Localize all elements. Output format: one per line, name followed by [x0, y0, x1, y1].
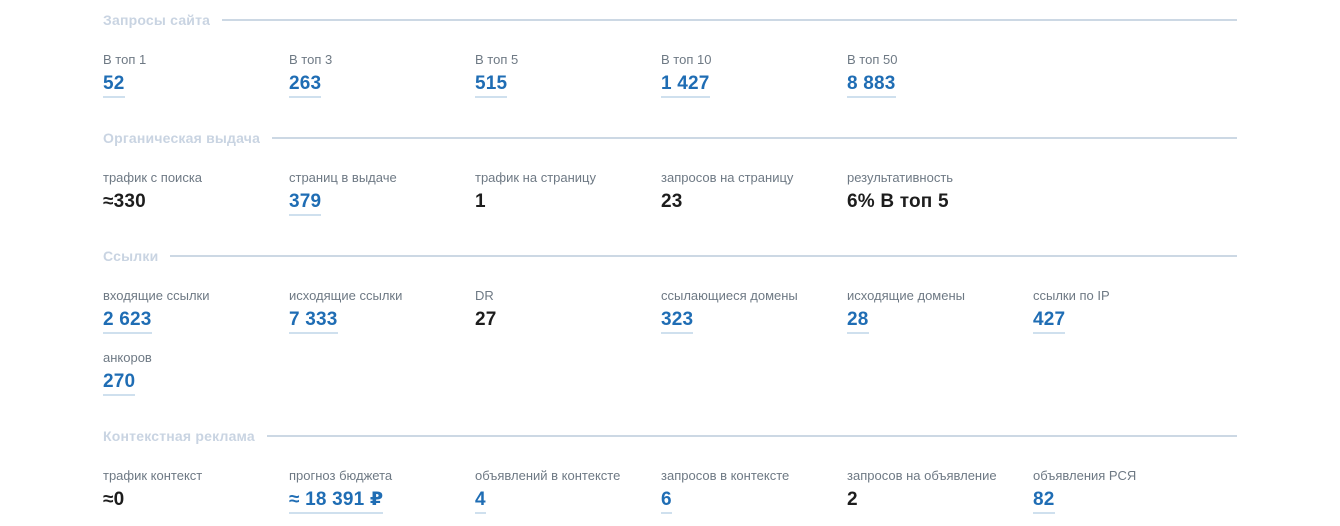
metric-cell: объявления РСЯ 82 — [1033, 468, 1219, 514]
metrics-row: В топ 1 52 В топ 3 263 В топ 5 515 В топ 10 1 4… — [103, 52, 1237, 98]
metric-cell: В топ 3 263 — [289, 52, 475, 98]
section-header: Органическая выдача — [103, 130, 1237, 146]
metric-value-link[interactable]: 6 — [661, 489, 672, 514]
metric-value-link[interactable]: 263 — [289, 73, 322, 98]
metric-value: 2 — [847, 489, 858, 510]
metric-cell: ссылки по IP 427 — [1033, 288, 1219, 334]
metric-label: В топ 50 — [847, 52, 898, 67]
metric-cell: В топ 50 8 883 — [847, 52, 1033, 98]
metric-value: 6% В топ 5 — [847, 191, 949, 212]
metric-value: ≈330 — [103, 191, 146, 212]
metric-cell: объявлений в контексте 4 — [475, 468, 661, 514]
metrics-row: трафик контекст ≈0 прогноз бюджета ≈ 18 391… — [103, 468, 1237, 514]
metric-label: объявления РСЯ — [1033, 468, 1137, 483]
metric-label: входящие ссылки — [103, 288, 210, 303]
metric-value-link[interactable]: 379 — [289, 191, 322, 216]
metric-sections: Запросы сайта В топ 1 52 В топ 3 263 В топ 5 5… — [103, 12, 1237, 514]
metric-cell: В топ 5 515 — [475, 52, 661, 98]
metric-label: исходящие домены — [847, 288, 965, 303]
metric-cell: исходящие ссылки 7 333 — [289, 288, 475, 334]
metric-value-link[interactable]: 4 — [475, 489, 486, 514]
metric-label: трафик на страницу — [475, 170, 596, 185]
metric-cell: трафик на страницу 1 — [475, 170, 661, 216]
section-organic-results: Органическая выдача трафик с поиска ≈330 ст… — [103, 130, 1237, 216]
metric-label: В топ 3 — [289, 52, 333, 67]
section-divider-line — [170, 255, 1237, 257]
metric-label: запросов в контексте — [661, 468, 790, 483]
metrics-row: входящие ссылки 2 623 исходящие ссылки 7 33… — [103, 288, 1237, 334]
metric-cell: исходящие домены 28 — [847, 288, 1033, 334]
metric-cell: прогноз бюджета ≈ 18 391 ₽ — [289, 468, 475, 514]
metric-value-link[interactable]: 28 — [847, 309, 869, 334]
metric-cell: страниц в выдаче 379 — [289, 170, 475, 216]
section-links: Ссылки входящие ссылки 2 623 исходящие ссыл… — [103, 248, 1237, 396]
metric-cell: входящие ссылки 2 623 — [103, 288, 289, 334]
metric-cell: запросов в контексте 6 — [661, 468, 847, 514]
metric-cell: результативность 6% В топ 5 — [847, 170, 1033, 216]
section-contextual-ads: Контекстная реклама трафик контекст ≈0 прог… — [103, 428, 1237, 514]
metric-label: В топ 10 — [661, 52, 712, 67]
metric-label: результативность — [847, 170, 954, 185]
metric-label: трафик контекст — [103, 468, 203, 483]
metric-value-link[interactable]: 82 — [1033, 489, 1055, 514]
section-divider-line — [266, 435, 1237, 437]
section-title: Запросы сайта — [103, 12, 211, 28]
metric-label: запросов на объявление — [847, 468, 997, 483]
section-title: Органическая выдача — [103, 130, 261, 146]
metric-value-link[interactable]: ≈ 18 391 ₽ — [289, 489, 384, 514]
metric-cell: запросов на объявление 2 — [847, 468, 1033, 514]
section-title: Ссылки — [103, 248, 159, 264]
section-divider-line — [222, 19, 1237, 21]
metric-value-link[interactable]: 7 333 — [289, 309, 338, 334]
metric-value-link[interactable]: 427 — [1033, 309, 1066, 334]
metric-cell: анкоров 270 — [103, 350, 289, 396]
metric-value-link[interactable]: 515 — [475, 73, 508, 98]
metric-value-link[interactable]: 323 — [661, 309, 694, 334]
section-title: Контекстная реклама — [103, 428, 255, 444]
metric-cell: В топ 1 52 — [103, 52, 289, 98]
metric-value: 27 — [475, 309, 497, 330]
metrics-row: трафик с поиска ≈330 страниц в выдаче 379 тр… — [103, 170, 1237, 216]
metric-value-link[interactable]: 1 427 — [661, 73, 710, 98]
section-header: Контекстная реклама — [103, 428, 1237, 444]
metric-label: страниц в выдаче — [289, 170, 397, 185]
metric-cell: трафик с поиска ≈330 — [103, 170, 289, 216]
metric-label: В топ 1 — [103, 52, 147, 67]
metric-cell: запросов на страницу 23 — [661, 170, 847, 216]
metric-cell: ссылающиеся домены 323 — [661, 288, 847, 334]
metric-label: DR — [475, 288, 494, 303]
metric-cell: В топ 10 1 427 — [661, 52, 847, 98]
metrics-content: Запросы сайта В топ 1 52 В топ 3 263 В топ 5 5… — [103, 12, 1237, 514]
metric-label: ссылающиеся домены — [661, 288, 798, 303]
metric-label: ссылки по IP — [1033, 288, 1110, 303]
metric-label: трафик с поиска — [103, 170, 203, 185]
metric-value: 23 — [661, 191, 683, 212]
metric-value-link[interactable]: 2 623 — [103, 309, 152, 334]
section-site-queries: Запросы сайта В топ 1 52 В топ 3 263 В топ 5 5… — [103, 12, 1237, 98]
section-divider-line — [272, 137, 1237, 139]
metric-value-link[interactable]: 270 — [103, 371, 136, 396]
metric-value: 1 — [475, 191, 486, 212]
metric-value-link[interactable]: 52 — [103, 73, 125, 98]
metric-label: объявлений в контексте — [475, 468, 621, 483]
section-header: Ссылки — [103, 248, 1237, 264]
metric-label: В топ 5 — [475, 52, 519, 67]
metric-cell: DR 27 — [475, 288, 661, 334]
metric-cell: трафик контекст ≈0 — [103, 468, 289, 514]
metric-value: ≈0 — [103, 489, 125, 510]
metric-value-link[interactable]: 8 883 — [847, 73, 896, 98]
section-header: Запросы сайта — [103, 12, 1237, 28]
metrics-row: анкоров 270 — [103, 350, 1237, 396]
metric-label: анкоров — [103, 350, 152, 365]
metric-label: исходящие ссылки — [289, 288, 403, 303]
metric-label: прогноз бюджета — [289, 468, 393, 483]
metric-label: запросов на страницу — [661, 170, 794, 185]
